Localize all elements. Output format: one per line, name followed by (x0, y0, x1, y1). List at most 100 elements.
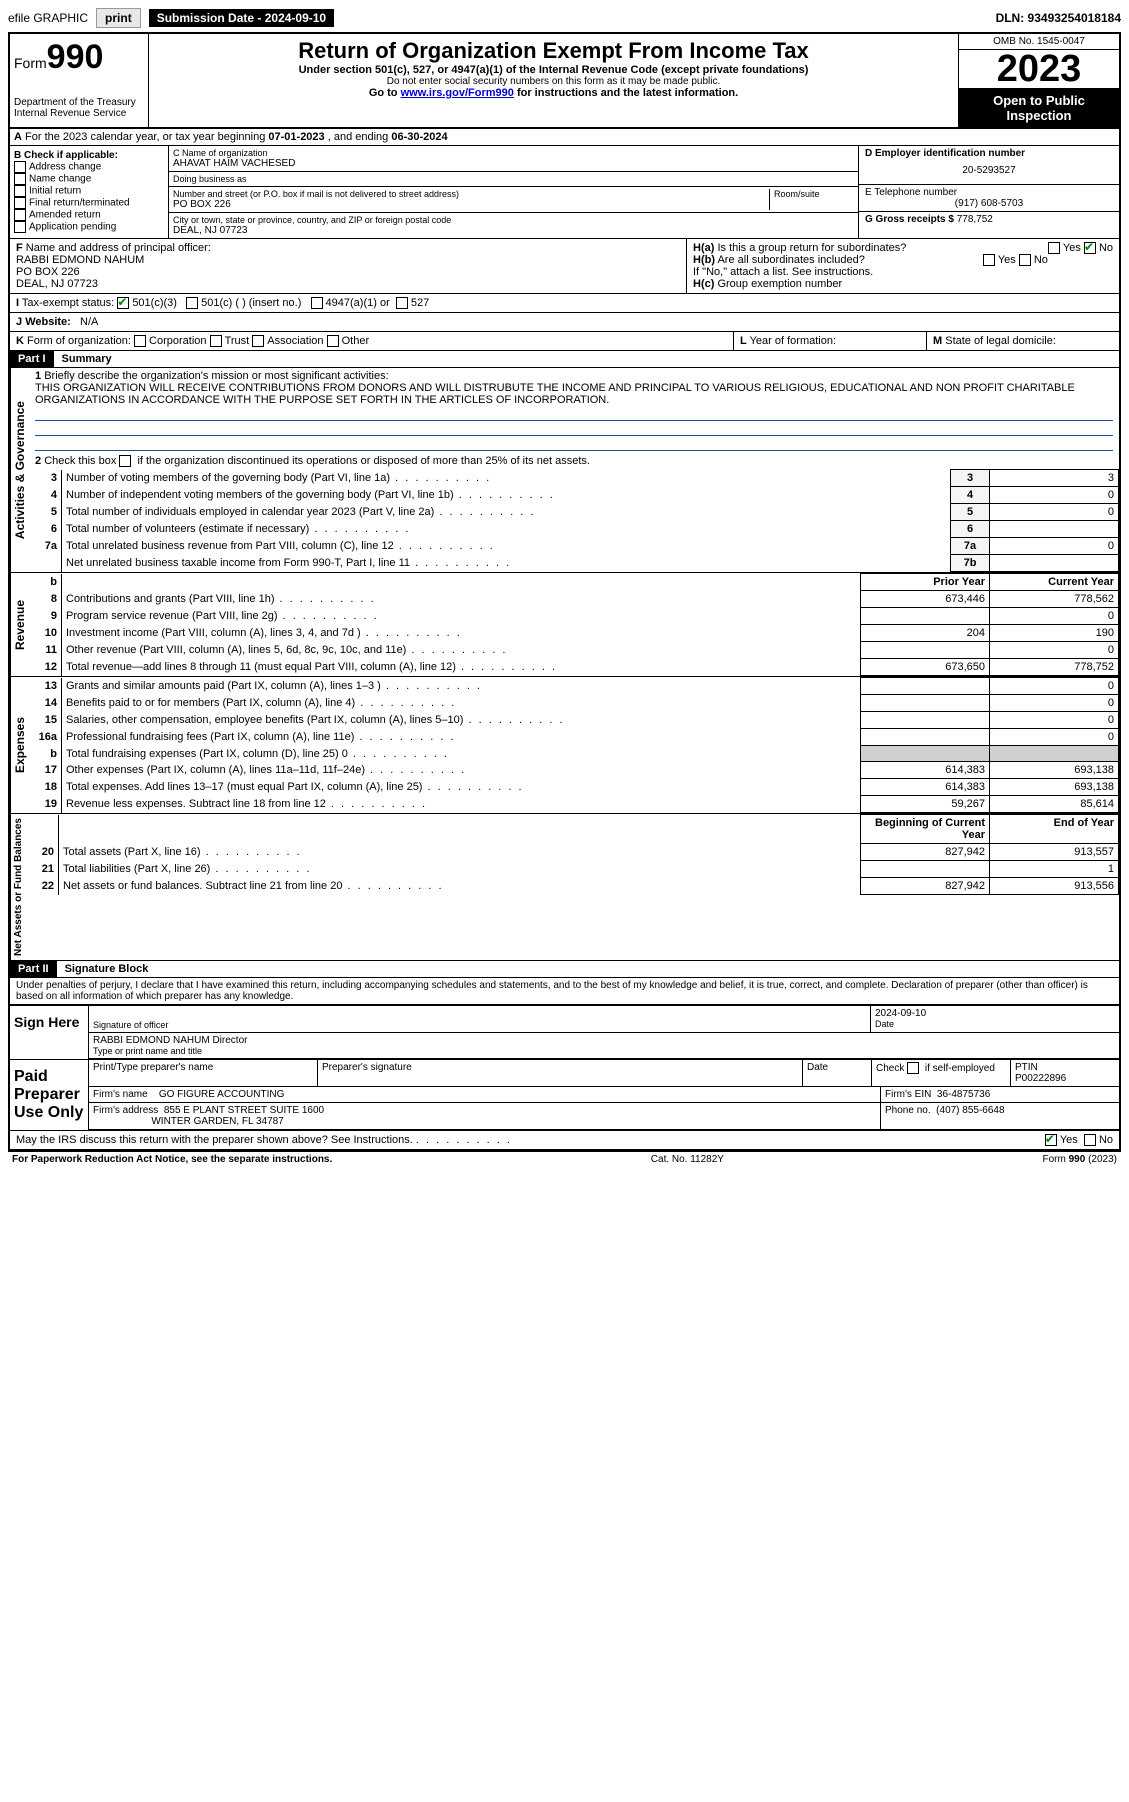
hb-label: H(b) (693, 254, 715, 266)
check-discuss-yes[interactable] (1045, 1134, 1057, 1146)
q2-num: 2 (35, 455, 41, 467)
check-pending[interactable] (14, 221, 26, 233)
opt-assoc: Association (267, 335, 323, 347)
sig-officer-label: Signature of officer (93, 1020, 866, 1030)
check-501c3[interactable] (117, 297, 129, 309)
label-f: F (16, 242, 23, 254)
submission-date: Submission Date - 2024-09-10 (149, 9, 334, 27)
check-name[interactable] (14, 173, 26, 185)
check-initial[interactable] (14, 185, 26, 197)
row-a-mid: , and ending (328, 131, 392, 143)
check-trust[interactable] (210, 335, 222, 347)
discuss-text: May the IRS discuss this return with the… (16, 1134, 413, 1146)
mission-block: 1 Briefly describe the organization's mi… (29, 368, 1119, 453)
table-row: bTotal fundraising expenses (Part IX, co… (29, 746, 1119, 762)
table-row: Net unrelated business taxable income fr… (29, 555, 1119, 572)
k-text: Form of organization: (27, 335, 131, 347)
form-number: Form990 (14, 38, 144, 77)
check-hb-yes[interactable] (983, 254, 995, 266)
print-button[interactable]: print (96, 8, 141, 28)
irs-link[interactable]: www.irs.gov/Form990 (401, 87, 514, 99)
check-other[interactable] (327, 335, 339, 347)
addr-label: Number and street (or P.O. box if mail i… (173, 189, 769, 199)
hb-text: Are all subordinates included? (717, 254, 864, 266)
check-self-employed[interactable] (907, 1062, 919, 1074)
footer-mid: Cat. No. 11282Y (651, 1154, 724, 1165)
prep-sig-label: Preparer's signature (318, 1060, 803, 1086)
expenses-section: Expenses 13Grants and similar amounts pa… (10, 677, 1119, 814)
opt-initial: Initial return (29, 186, 81, 197)
opt-trust: Trust (225, 335, 250, 347)
label-m: M (933, 335, 942, 347)
subtitle-3: Go to www.irs.gov/Form990 for instructio… (153, 87, 954, 99)
opt-4947: 4947(a)(1) or (326, 297, 390, 309)
table-row: 7aTotal unrelated business revenue from … (29, 538, 1119, 555)
top-bar: efile GRAPHIC print Submission Date - 20… (8, 8, 1121, 28)
i-text: Tax-exempt status: (22, 297, 114, 309)
form-990: Form990 Department of the Treasury Inter… (8, 32, 1121, 1151)
check-amended[interactable] (14, 209, 26, 221)
check-4947[interactable] (311, 297, 323, 309)
check-assoc[interactable] (252, 335, 264, 347)
table-row: 17Other expenses (Part IX, column (A), l… (29, 762, 1119, 779)
dln: DLN: 93493254018184 (996, 11, 1121, 25)
room-label: Room/suite (774, 189, 854, 199)
mission-text: THIS ORGANIZATION WILL RECEIVE CONTRIBUT… (35, 382, 1075, 406)
hc-label: H(c) (693, 278, 714, 290)
opt-address: Address change (29, 162, 101, 173)
ha-no: No (1099, 242, 1113, 254)
check-ha-yes[interactable] (1048, 242, 1060, 254)
part-i-badge: Part I (10, 351, 54, 367)
check-address[interactable] (14, 161, 26, 173)
firm-name: GO FIGURE ACCOUNTING (159, 1089, 285, 1100)
ptin-value: P00222896 (1015, 1073, 1115, 1084)
table-row: 5Total number of individuals employed in… (29, 504, 1119, 521)
prep-name-label: Print/Type preparer's name (89, 1060, 318, 1086)
footer-right-post: (2023) (1085, 1154, 1117, 1165)
sig-date-label: Date (875, 1019, 1115, 1029)
table-row: 19Revenue less expenses. Subtract line 1… (29, 796, 1119, 813)
check-ha-no[interactable] (1084, 242, 1096, 254)
footer-right-form: 990 (1069, 1154, 1086, 1165)
revenue-table: bPrior YearCurrent Year8Contributions an… (29, 573, 1119, 676)
sig-date: 2024-09-10 (875, 1008, 1115, 1019)
ha-text: Is this a group return for subordinates? (717, 242, 906, 254)
check-final[interactable] (14, 197, 26, 209)
discuss-row: May the IRS discuss this return with the… (10, 1130, 1119, 1149)
vlabel-expenses: Expenses (10, 677, 29, 813)
penalty-text: Under penalties of perjury, I declare th… (10, 978, 1119, 1005)
dba-label: Doing business as (173, 174, 854, 184)
table-row: 6Total number of volunteers (estimate if… (29, 521, 1119, 538)
check-discontinued[interactable] (119, 455, 131, 467)
opt-501c3: 501(c)(3) (132, 297, 177, 309)
label-a: A (14, 131, 22, 143)
row-a-pre: For the 2023 calendar year, or tax year … (25, 131, 268, 143)
opt-pending: Application pending (29, 222, 116, 233)
discuss-no: No (1099, 1134, 1113, 1146)
goto-pre: Go to (369, 87, 401, 99)
f-text: Name and address of principal officer: (26, 242, 211, 254)
check-527[interactable] (396, 297, 408, 309)
firm-addr1: 855 E PLANT STREET SUITE 1600 (164, 1105, 324, 1116)
sign-here-section: Sign Here Signature of officer 2024-09-1… (10, 1005, 1119, 1059)
label-k: K (16, 335, 24, 347)
city-label: City or town, state or province, country… (173, 215, 854, 225)
check-discuss-no[interactable] (1084, 1134, 1096, 1146)
check-hb-no[interactable] (1019, 254, 1031, 266)
table-row: 8Contributions and grants (Part VIII, li… (29, 591, 1119, 608)
table-row: 13Grants and similar amounts paid (Part … (29, 678, 1119, 695)
check-501c[interactable] (186, 297, 198, 309)
governance-table: 3Number of voting members of the governi… (29, 469, 1119, 572)
table-row: 9Program service revenue (Part VIII, lin… (29, 608, 1119, 625)
ha-yes: Yes (1063, 242, 1081, 254)
netassets-table: Beginning of Current YearEnd of Year20To… (26, 814, 1119, 895)
year-begin: 07-01-2023 (268, 131, 324, 143)
check-corp[interactable] (134, 335, 146, 347)
table-row: 21Total liabilities (Part X, line 26)1 (26, 861, 1119, 878)
subtitle-2: Do not enter social security numbers on … (153, 76, 954, 87)
col-b-checkboxes: B Check if applicable: Address change Na… (10, 146, 169, 238)
opt-501c: 501(c) ( ) (insert no.) (201, 297, 301, 309)
table-row: 16aProfessional fundraising fees (Part I… (29, 729, 1119, 746)
footer-left: For Paperwork Reduction Act Notice, see … (12, 1154, 332, 1165)
m-text: State of legal domicile: (945, 335, 1056, 347)
